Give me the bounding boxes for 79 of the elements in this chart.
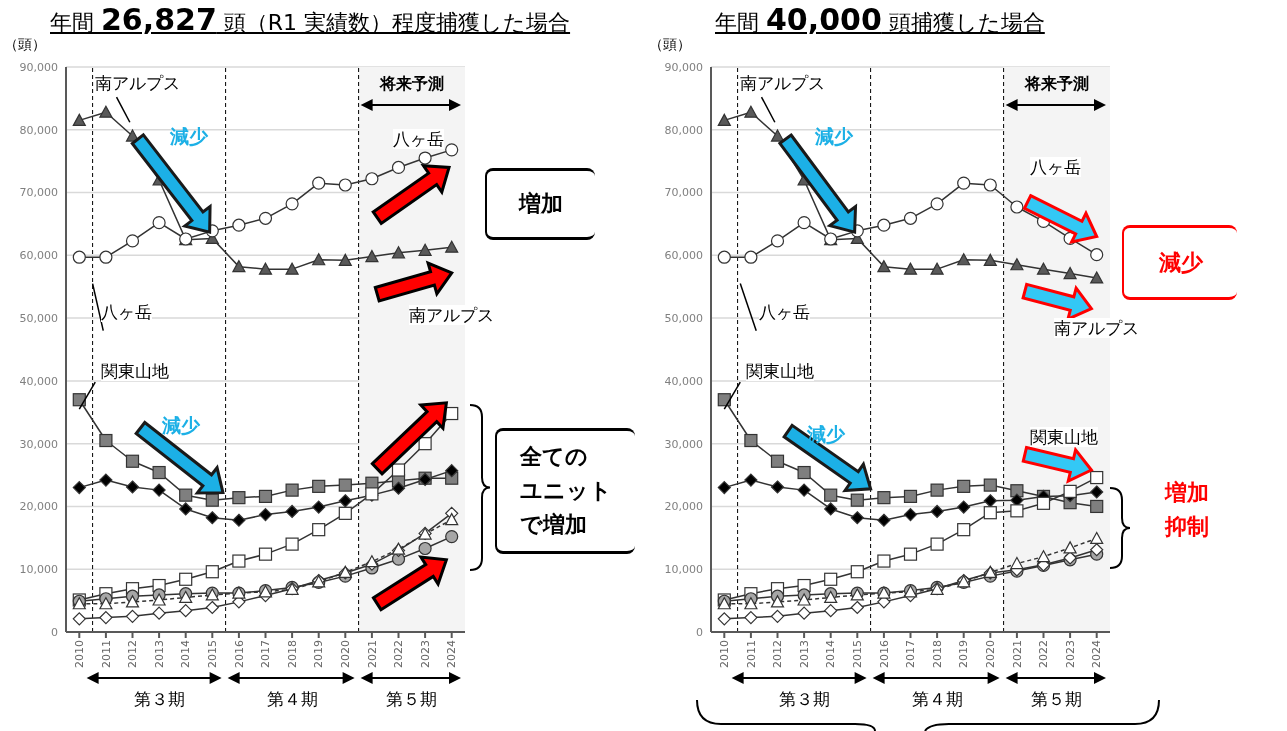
x-tick-label: 2019 [957, 640, 971, 668]
text: 関東山地 [1030, 427, 1099, 448]
x-tick-label: 2020 [984, 640, 998, 668]
x-tick-label: 2015 [206, 640, 220, 668]
x-tick-label: 2012 [771, 640, 785, 668]
series-label: 南アルプス [740, 72, 826, 93]
annotation: 減少 [169, 124, 208, 150]
x-tick-label: 2023 [418, 640, 432, 668]
x-tick-label: 2024 [445, 640, 459, 668]
y-tick-label: 60,000 [19, 249, 58, 263]
x-tick-label: 2012 [126, 640, 140, 668]
x-tick-label: 2022 [392, 640, 406, 668]
y-tick-label: 70,000 [664, 186, 703, 200]
text: 第５期 [385, 688, 439, 711]
band-label: 将来予測 [378, 74, 445, 95]
x-tick-label: 2023 [1063, 640, 1077, 668]
y-tick-label: 20,000 [664, 500, 703, 514]
text: 増加 [519, 190, 563, 218]
x-tick-label: 2014 [824, 640, 838, 668]
text: 第３期 [132, 688, 186, 711]
y-tick-label: 80,000 [664, 123, 703, 137]
series-label: 八ヶ岳 [1030, 157, 1082, 178]
x-tick-label: 2016 [877, 640, 891, 668]
annotation: 減少 [814, 124, 853, 150]
text: 第４期 [265, 688, 319, 711]
y-tick-label: 60,000 [664, 249, 703, 263]
x-tick-label: 2014 [179, 640, 193, 668]
x-tick-label: 2017 [259, 640, 273, 668]
series-label: 関東山地 [100, 361, 169, 382]
x-tick-label: 2010 [73, 640, 87, 668]
text: 南アルプス [409, 304, 495, 325]
y-tick-label: 50,000 [19, 312, 58, 326]
text: 八ヶ岳 [758, 301, 810, 322]
band-label: 将来予測 [1023, 74, 1090, 95]
y-tick-label: 20,000 [19, 500, 58, 514]
x-tick-label: 2024 [1090, 640, 1104, 668]
x-tick-label: 2021 [1010, 640, 1024, 668]
x-tick-label: 2017 [904, 640, 918, 668]
y-tick-label: 90,000 [19, 60, 58, 74]
x-tick-label: 2010 [718, 640, 732, 668]
series-label: 八ヶ岳 [393, 129, 445, 150]
text: 南アルプス [1054, 317, 1140, 338]
y-tick-label: 0 [696, 625, 703, 639]
y-tick-label: 10,000 [19, 563, 58, 577]
y-tick-label: 70,000 [19, 186, 58, 200]
y-tick-label: 30,000 [664, 437, 703, 451]
y-axis-title: （頭） [4, 36, 46, 54]
y-tick-label: 10,000 [664, 563, 703, 577]
y-tick-label: 40,000 [19, 374, 58, 388]
text: 減少 [1158, 248, 1203, 277]
y-tick-label: 50,000 [664, 312, 703, 326]
annotation: 減少 [161, 412, 200, 438]
x-tick-label: 2020 [339, 640, 353, 668]
text: 八ヶ岳 [100, 301, 152, 322]
x-tick-label: 2011 [99, 640, 113, 668]
x-tick-label: 2016 [232, 640, 246, 668]
annotation: 減少 [806, 422, 845, 448]
text: 全てのユニットで増加 [520, 443, 612, 539]
text: 第３期 [777, 688, 831, 711]
x-tick-label: 2013 [797, 640, 811, 668]
x-tick-label: 2013 [152, 640, 166, 668]
y-tick-label: 40,000 [664, 374, 703, 388]
y-axis-title: （頭） [649, 36, 691, 54]
x-tick-label: 2011 [744, 640, 758, 668]
series-label: 南アルプス [95, 72, 181, 93]
y-tick-label: 80,000 [19, 123, 58, 137]
text: 第５期 [1030, 688, 1084, 711]
y-tick-label: 90,000 [664, 60, 703, 74]
y-tick-label: 30,000 [19, 437, 58, 451]
y-tick-label: 0 [51, 625, 58, 639]
x-tick-label: 2018 [930, 640, 944, 668]
x-tick-label: 2022 [1037, 640, 1051, 668]
x-tick-label: 2015 [851, 640, 865, 668]
x-tick-label: 2018 [285, 640, 299, 668]
text: 増加抑制 [1165, 479, 1209, 541]
text: 第４期 [910, 688, 964, 711]
x-tick-label: 2019 [312, 640, 326, 668]
series-label: 関東山地 [745, 361, 814, 382]
x-tick-label: 2021 [365, 640, 379, 668]
